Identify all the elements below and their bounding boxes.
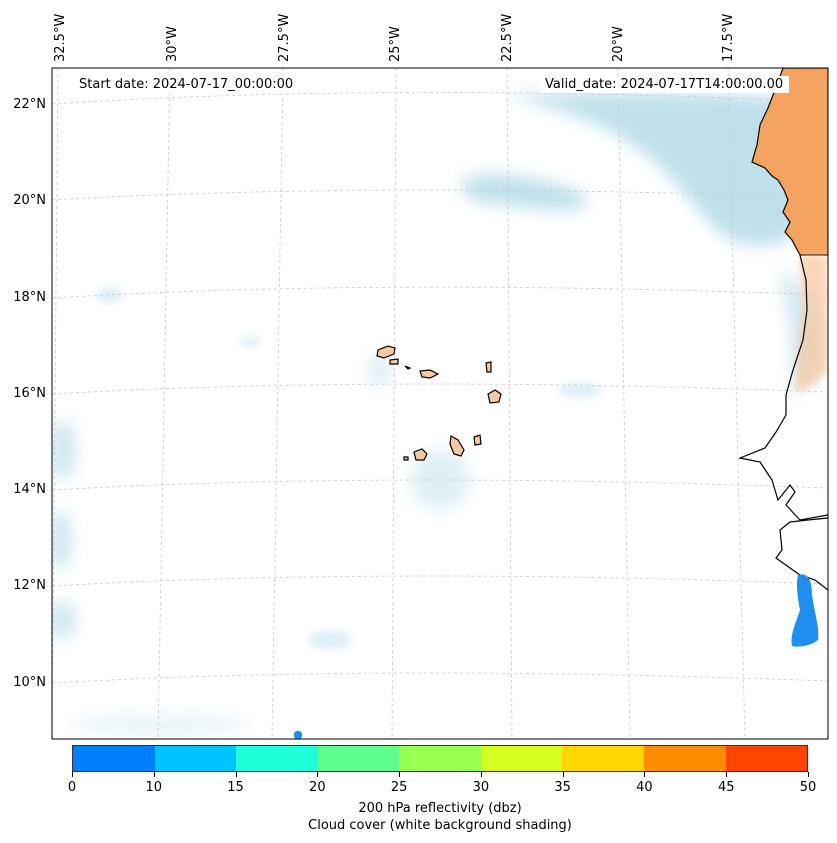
graticule	[52, 68, 828, 739]
reflectivity-echo	[294, 574, 819, 739]
lat-label-18n: 18°N	[13, 290, 46, 305]
lat-label-14n: 14°N	[13, 482, 46, 497]
colorbar-segment	[725, 746, 808, 771]
colorbar-tick	[726, 772, 728, 777]
colorbar-tick	[480, 772, 482, 777]
colorbar-segment	[562, 746, 644, 771]
colorbar-tick-label: 40	[636, 780, 653, 795]
colorbar-tick-label: 20	[309, 780, 326, 795]
colorbar-sublabel: Cloud cover (white background shading)	[308, 818, 572, 833]
lat-label-10n: 10°N	[13, 675, 46, 690]
lat-label-20n: 20°N	[13, 193, 46, 208]
colorbar	[72, 745, 808, 772]
colorbar-tick-label: 0	[67, 780, 77, 795]
colorbar-tick	[644, 772, 646, 777]
colorbar-tick	[562, 772, 564, 777]
colorbar-tick-label: 15	[227, 780, 244, 795]
start-date-label: Start date: 2024-07-17_00:00:00	[73, 76, 300, 93]
colorbar-tick-label: 25	[390, 780, 408, 795]
colorbar-segment	[643, 746, 726, 771]
colorbar-label: 200 hPa reflectivity (dbz)	[358, 801, 522, 816]
africa-land-fade	[795, 255, 828, 392]
colorbar-segment	[480, 746, 563, 771]
colorbar-tick-label: 45	[717, 780, 735, 795]
lon-label-20w: 20°W	[611, 26, 626, 62]
colorbar-segment	[73, 746, 155, 771]
colorbar-tick-label: 50	[799, 780, 817, 795]
lon-label-27-5w: 27.5°W	[277, 13, 292, 62]
colorbar-segment	[236, 746, 318, 771]
colorbar-tick	[235, 772, 237, 777]
map-frame	[51, 67, 829, 740]
lat-label-12n: 12°N	[13, 578, 46, 593]
lon-label-25w: 25°W	[388, 26, 403, 62]
lat-label-16n: 16°N	[13, 386, 46, 401]
cape-verde-islands	[376, 345, 502, 461]
colorbar-tick-label: 10	[145, 780, 163, 795]
colorbar-tick	[317, 772, 319, 777]
colorbar-segment	[399, 746, 481, 771]
lon-label-32-5w: 32.5°W	[53, 13, 68, 62]
colorbar-tick	[153, 772, 155, 777]
colorbar-segment	[154, 746, 237, 771]
colorbar-tick-label: 30	[472, 780, 490, 795]
lon-label-22-5w: 22.5°W	[500, 13, 515, 62]
lon-label-30w: 30°W	[165, 26, 180, 62]
colorbar-tick	[399, 772, 401, 777]
colorbar-segment	[317, 746, 400, 771]
cloud-cover-shading	[52, 92, 820, 737]
colorbar-tick	[808, 772, 809, 777]
colorbar-tick-label: 35	[554, 780, 571, 795]
valid-date-label: Valid_date: 2024-07-17T14:00:00.00	[539, 76, 790, 93]
colorbar-tick	[72, 772, 73, 777]
lat-label-22n: 22°N	[13, 97, 46, 112]
lon-label-17-5w: 17.5°W	[721, 13, 736, 62]
